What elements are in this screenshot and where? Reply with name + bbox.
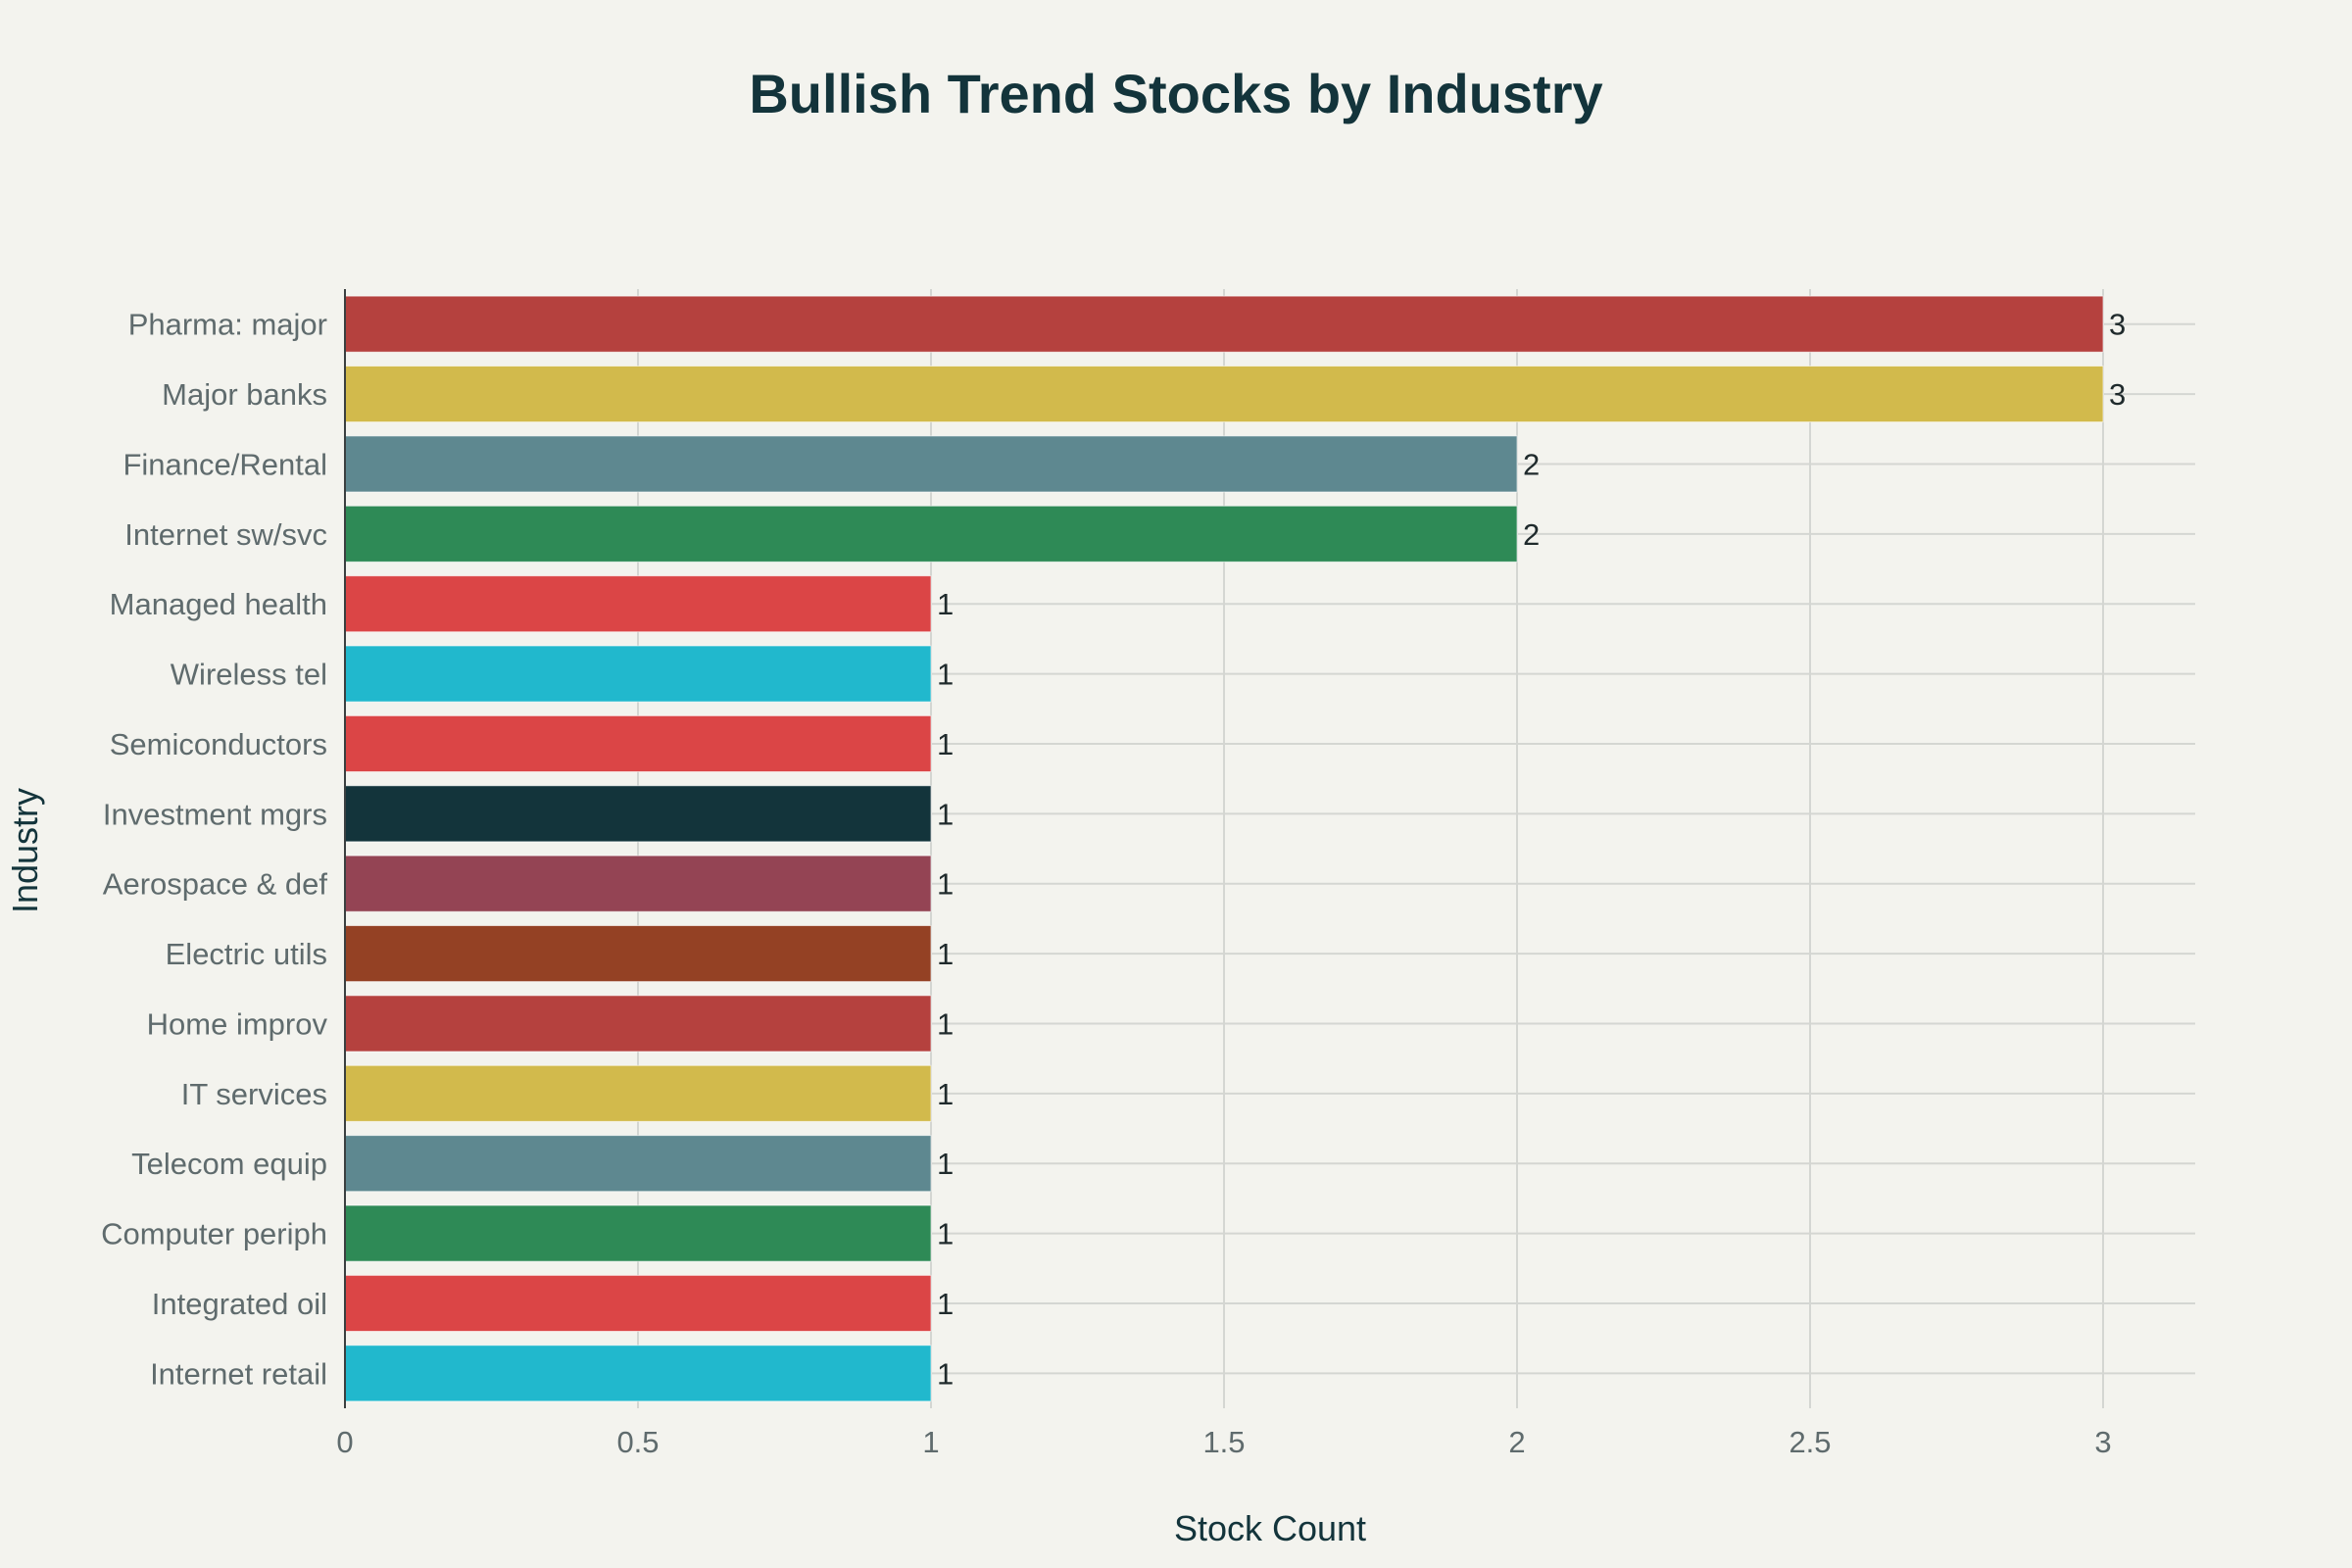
x-tick-label: 0 (336, 1425, 353, 1459)
y-tick-label: Electric utils (166, 937, 327, 971)
y-tick-label: Home improv (147, 1006, 328, 1041)
y-tick-label: Aerospace & def (103, 867, 328, 902)
bar (344, 1135, 932, 1193)
y-tick-label: Integrated oil (152, 1287, 327, 1321)
x-tick-label: 1.5 (1202, 1425, 1245, 1459)
data-label: 3 (2109, 377, 2126, 412)
y-tick-label: Computer periph (101, 1217, 327, 1251)
bars (344, 295, 2104, 1402)
y-tick-label: Finance/Rental (122, 447, 327, 481)
bar (344, 645, 932, 703)
x-tick-label: 2.5 (1788, 1425, 1831, 1459)
data-label: 1 (937, 1217, 954, 1251)
data-label: 1 (937, 587, 954, 621)
bar (344, 1204, 932, 1262)
x-tick-label: 0.5 (616, 1425, 659, 1459)
data-label: 1 (937, 1006, 954, 1041)
data-label: 1 (937, 1356, 954, 1391)
chart-title: Bullish Trend Stocks by Industry (749, 63, 1602, 124)
bar (344, 575, 932, 633)
bar (344, 366, 2104, 423)
x-tick-labels: 0 0.5 1 1.5 2 2.5 3 (336, 1425, 2111, 1459)
data-label: 1 (937, 658, 954, 692)
bar (344, 435, 1518, 493)
y-tick-label: Pharma: major (128, 308, 327, 342)
x-axis-title: Stock Count (1174, 1508, 1366, 1548)
y-tick-label: Internet sw/svc (124, 517, 327, 552)
data-label: 2 (1523, 447, 1540, 481)
x-tick-label: 3 (2094, 1425, 2111, 1459)
bar (344, 925, 932, 983)
data-label: 1 (937, 937, 954, 971)
y-tick-label: IT services (181, 1077, 327, 1111)
data-label: 2 (1523, 517, 1540, 552)
y-tick-label: Investment mgrs (103, 797, 327, 831)
data-label: 1 (937, 727, 954, 761)
bar (344, 714, 932, 772)
bar (344, 1064, 932, 1122)
data-label: 1 (937, 1287, 954, 1321)
y-tick-label: Internet retail (150, 1356, 327, 1391)
bar (344, 1274, 932, 1332)
data-label: 3 (2109, 308, 2126, 342)
x-tick-label: 1 (922, 1425, 939, 1459)
bar (344, 855, 932, 912)
bar (344, 295, 2104, 353)
y-tick-label: Managed health (110, 587, 327, 621)
data-labels: 3 3 2 2 1 1 1 1 1 1 1 1 1 1 1 1 (937, 308, 2126, 1392)
data-label: 1 (937, 1077, 954, 1111)
y-axis-title: Industry (5, 788, 45, 913)
data-label: 1 (937, 1147, 954, 1181)
x-tick-label: 2 (1508, 1425, 1525, 1459)
bar (344, 785, 932, 843)
bar (344, 1345, 932, 1402)
y-tick-labels: Pharma: major Major banks Finance/Rental In… (101, 308, 327, 1392)
data-label: 1 (937, 797, 954, 831)
y-tick-label: Telecom equip (131, 1147, 327, 1181)
y-tick-label: Wireless tel (171, 658, 327, 692)
data-label: 1 (937, 867, 954, 902)
bar (344, 505, 1518, 563)
bar (344, 995, 932, 1053)
y-tick-label: Major banks (162, 377, 327, 412)
y-tick-label: Semiconductors (110, 727, 327, 761)
